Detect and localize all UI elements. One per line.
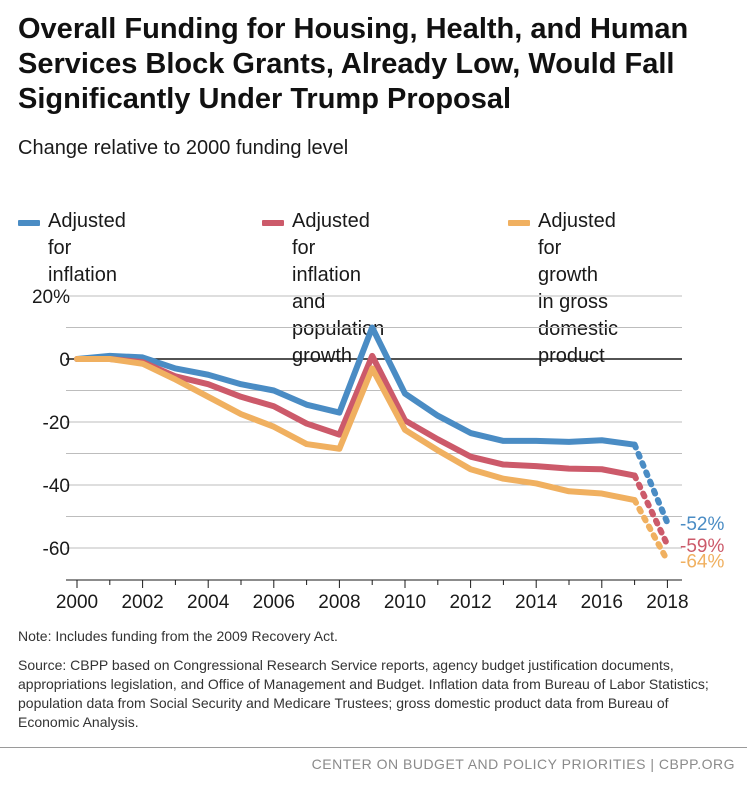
legend-swatch-gdp	[508, 220, 530, 226]
projection-line-gdp	[631, 497, 671, 564]
y-tick-label: 0	[59, 350, 70, 371]
label-layer: -52%-59%-64%	[680, 514, 724, 573]
chart-title: Overall Funding for Housing, Health, and…	[18, 13, 689, 115]
line-chart: 20% 0 -20 -40 -60 2000 2002 2004 2006 2008 2010 201…	[32, 287, 724, 613]
x-tick-label: 2010	[384, 592, 426, 613]
y-tick-label: -60	[43, 539, 70, 560]
series-layer	[74, 324, 671, 564]
series-line-inflation	[74, 324, 638, 448]
x-tick-label: 2004	[187, 592, 230, 613]
footer-divider	[0, 747, 747, 748]
legend-swatch-inflation	[18, 220, 40, 226]
x-tick-label: 2014	[515, 592, 558, 613]
x-tick-label: 2012	[449, 592, 491, 613]
y-tick-label: -20	[43, 413, 70, 434]
x-tick-label: 2006	[253, 592, 295, 613]
projection-label-inflation: -52%	[680, 514, 724, 535]
y-tick-label: 20%	[32, 287, 70, 308]
projection-label-population: -59%	[680, 536, 724, 557]
x-tick-label: 2002	[121, 592, 163, 613]
x-tick-label: 2018	[646, 592, 688, 613]
x-tick-label: 2008	[318, 592, 360, 613]
footer-credit: CENTER ON BUDGET AND POLICY PRIORITIES |…	[311, 756, 735, 772]
projection-label-gdp: -64%	[680, 552, 724, 573]
projection-line-population	[631, 472, 671, 548]
series-line-gdp	[74, 356, 638, 504]
axis-layer: 20% 0 -20 -40 -60 2000 2002 2004 2006 2008 2010 201…	[32, 287, 689, 613]
x-tick-label: 2000	[56, 592, 98, 613]
y-tick-label: -40	[43, 476, 70, 497]
chart-source: Source: CBPP based on Congressional Rese…	[18, 657, 709, 730]
legend-label-inflation: Adjusted for inflation	[48, 210, 126, 286]
chart-subtitle: Change relative to 2000 funding level	[18, 137, 349, 159]
x-tick-label: 2016	[581, 592, 623, 613]
chart-note: Note: Includes funding from the 2009 Rec…	[18, 628, 338, 644]
legend-swatch-population	[262, 220, 284, 226]
projection-line-inflation	[631, 441, 671, 526]
